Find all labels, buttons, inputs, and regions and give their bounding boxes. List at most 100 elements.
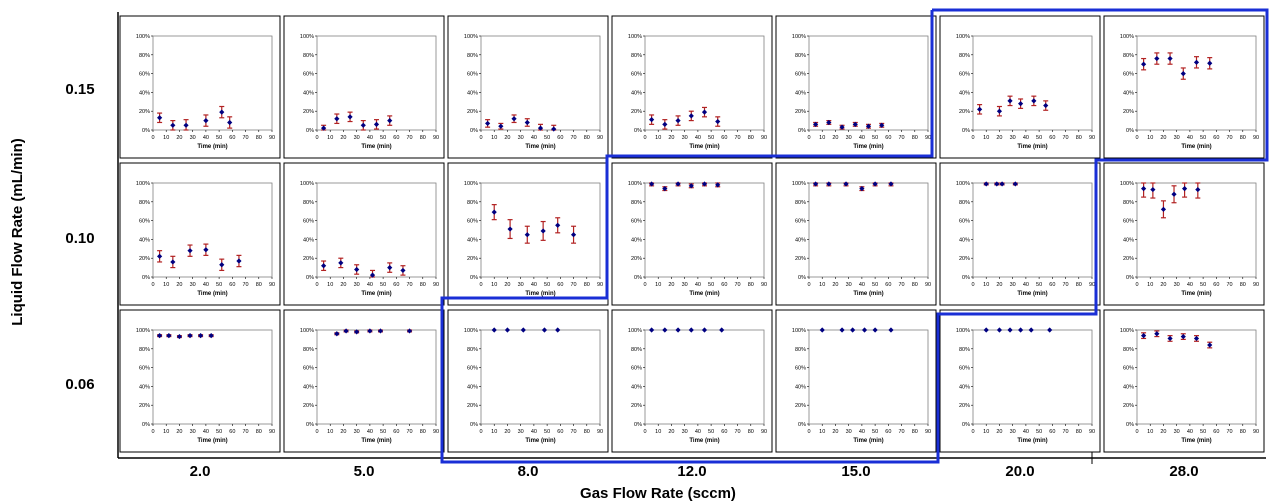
- x-tick-label: 40: [367, 282, 373, 288]
- plot-area: [316, 329, 437, 425]
- x-tick-label: 20: [668, 135, 674, 141]
- data-point: [1141, 333, 1147, 339]
- panel-x-axis-label: Time (min): [1181, 291, 1211, 297]
- x-tick-label: 10: [491, 135, 497, 141]
- data-point: [498, 123, 504, 129]
- x-tick-label: 80: [1076, 135, 1082, 141]
- panel-0.15-28.0: 0% 20% 40% 60% 80% 100% 0 10 20 30 40 50 60 70 80 90 Tim…: [1103, 15, 1265, 159]
- x-tick-label: 70: [898, 135, 904, 141]
- y-tick-label: 0%: [142, 275, 150, 281]
- x-tick-label: 40: [1187, 282, 1193, 288]
- x-tick-label: 30: [846, 282, 852, 288]
- x-tick-label: 20: [996, 135, 1002, 141]
- x-tick-label: 80: [912, 282, 918, 288]
- x-tick-label: 70: [242, 429, 248, 435]
- y-tick-label: 100%: [464, 328, 478, 334]
- data-point: [1167, 335, 1173, 342]
- data-point: [373, 121, 380, 127]
- panel-0.10-20.0: 0% 20% 40% 60% 80% 100% 0 10 20 30 40 50 60 70 80 90 Tim…: [939, 162, 1101, 306]
- y-tick-label: 80%: [795, 53, 806, 59]
- data-point: [649, 117, 655, 123]
- panel-0.15-8.0: 0% 20% 40% 60% 80% 100% 0 10 20 30 40 50 60 70 80 90 Tim…: [447, 15, 609, 159]
- y-tick-label: 80%: [303, 200, 314, 206]
- data-point: [879, 122, 885, 128]
- y-tick-label: 20%: [631, 109, 642, 115]
- x-tick-label: 20: [1160, 135, 1166, 141]
- x-tick-label: 40: [203, 282, 209, 288]
- y-tick-label: 40%: [959, 90, 970, 96]
- data-point: [850, 327, 856, 333]
- panel-0.10-2.0: 0% 20% 40% 60% 80% 100% 0 10 20 30 40 50 60 70 80 90 Tim…: [119, 162, 281, 306]
- x-tick-label: 90: [1253, 282, 1259, 288]
- data-point: [819, 327, 825, 333]
- y-tick-label: 100%: [136, 34, 150, 40]
- x-tick-label: 90: [761, 429, 767, 435]
- x-tick-label: 90: [269, 282, 275, 288]
- y-tick-label: 80%: [303, 347, 314, 353]
- panel-x-axis-label: Time (min): [1181, 144, 1211, 150]
- data-point: [861, 327, 868, 333]
- y-tick-label: 0%: [142, 128, 150, 134]
- data-point: [719, 327, 725, 333]
- col-label-28.0: 28.0: [1169, 463, 1198, 480]
- x-tick-label: 60: [393, 429, 399, 435]
- x-tick-label: 90: [433, 282, 439, 288]
- y-tick-label: 60%: [959, 72, 970, 78]
- data-point: [715, 182, 721, 188]
- x-tick-label: 40: [1187, 429, 1193, 435]
- x-tick-label: 30: [846, 429, 852, 435]
- data-point: [888, 181, 894, 187]
- x-tick-label: 90: [433, 429, 439, 435]
- y-tick-label: 100%: [464, 34, 478, 40]
- x-tick-label: 60: [721, 282, 727, 288]
- x-tick-label: 60: [1049, 429, 1055, 435]
- data-point: [983, 181, 989, 187]
- plot-area: [152, 35, 273, 131]
- x-tick-label: 50: [380, 282, 386, 288]
- data-point: [157, 333, 163, 339]
- data-point: [183, 122, 189, 128]
- data-point: [1193, 335, 1200, 342]
- x-tick-label: 80: [256, 135, 262, 141]
- y-tick-label: 20%: [303, 109, 314, 115]
- y-tick-label: 100%: [300, 34, 314, 40]
- row-label-0.06: 0.06: [65, 376, 94, 393]
- y-tick-label: 60%: [631, 72, 642, 78]
- y-tick-label: 100%: [628, 328, 642, 334]
- y-tick-label: 0%: [142, 422, 150, 428]
- x-tick-label: 10: [655, 135, 661, 141]
- y-tick-label: 80%: [467, 347, 478, 353]
- x-tick-label: 80: [584, 135, 590, 141]
- y-tick-label: 100%: [628, 181, 642, 187]
- y-tick-label: 60%: [959, 366, 970, 372]
- plot-area: [644, 182, 765, 278]
- data-point: [540, 228, 546, 234]
- x-tick-label: 70: [898, 282, 904, 288]
- y-tick-label: 20%: [631, 256, 642, 262]
- data-point: [491, 209, 497, 215]
- y-tick-label: 40%: [1123, 237, 1134, 243]
- x-tick-label: 90: [1089, 135, 1095, 141]
- y-tick-label: 100%: [1120, 34, 1134, 40]
- plot-area: [1136, 35, 1257, 131]
- x-tick-label: 0: [151, 429, 154, 435]
- y-tick-label: 100%: [1120, 181, 1134, 187]
- y-tick-label: 20%: [795, 403, 806, 409]
- x-tick-label: 40: [203, 429, 209, 435]
- x-tick-label: 60: [1213, 282, 1219, 288]
- col-label-2.0: 2.0: [190, 463, 211, 480]
- y-tick-label: 100%: [300, 328, 314, 334]
- data-point: [872, 327, 878, 333]
- data-point: [369, 272, 376, 278]
- x-tick-label: 0: [643, 135, 646, 141]
- figure-x-axis-label: Gas Flow Rate (sccm): [580, 485, 736, 502]
- x-tick-label: 40: [367, 429, 373, 435]
- x-tick-label: 0: [807, 429, 810, 435]
- data-point: [170, 122, 176, 128]
- y-tick-label: 80%: [467, 200, 478, 206]
- y-tick-label: 80%: [631, 53, 642, 59]
- x-tick-label: 30: [354, 282, 360, 288]
- x-tick-label: 70: [734, 135, 740, 141]
- x-tick-label: 20: [504, 429, 510, 435]
- data-point: [354, 329, 360, 335]
